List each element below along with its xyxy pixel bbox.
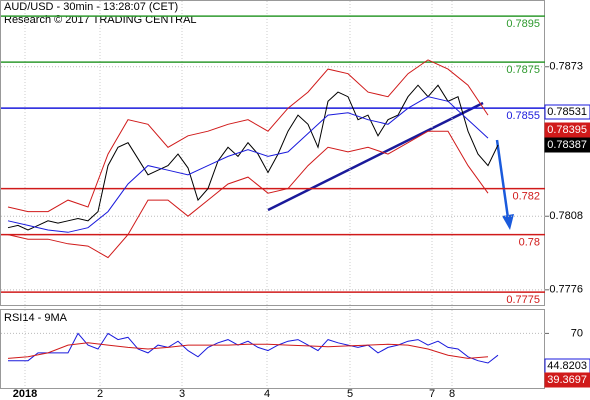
x-tick-label: 2018 xyxy=(13,388,37,400)
price-panel xyxy=(0,0,545,306)
price-marker-label: 0.78531 xyxy=(547,106,587,118)
level-label: 0.7855 xyxy=(506,110,540,122)
y-tick-label: 0.7776 xyxy=(549,284,583,296)
arrow-head xyxy=(502,214,514,230)
y-tick-label: 0.7873 xyxy=(549,61,583,73)
chart-title: AUD/USD - 30min - 13:28:07 (CET) xyxy=(4,1,178,13)
y-tick-label: 70 xyxy=(571,327,583,339)
x-tick-label: 3 xyxy=(179,388,185,400)
x-tick-label: 2 xyxy=(97,388,103,400)
indicator-line xyxy=(7,59,489,213)
price-marker-label: 44.8203 xyxy=(547,360,587,372)
price-marker xyxy=(544,122,590,138)
indicator-line xyxy=(7,342,489,359)
level-label: 0.782 xyxy=(512,191,540,203)
indicator-line xyxy=(7,130,489,259)
price-marker-label: 0.78395 xyxy=(547,124,587,136)
price-line xyxy=(7,84,499,231)
price-marker-label: 39.3697 xyxy=(547,374,587,386)
price-marker xyxy=(544,104,590,120)
x-tick-label: 4 xyxy=(264,388,270,400)
price-marker xyxy=(544,137,590,153)
rsi-title: RSI14 - 9MA xyxy=(4,312,68,324)
arrow-shaft xyxy=(495,139,510,219)
rsi-panel xyxy=(0,309,545,389)
price-marker-label: 0.78387 xyxy=(547,139,587,151)
y-tick-label: 0.7808 xyxy=(549,210,583,222)
level-label: 0.7775 xyxy=(506,294,540,306)
x-tick-label: 8 xyxy=(449,388,455,400)
price-marker xyxy=(544,372,590,388)
level-label: 0.7875 xyxy=(506,64,540,76)
x-tick-label: 7 xyxy=(429,388,435,400)
indicator-line xyxy=(7,96,489,233)
level-label: 0.7895 xyxy=(506,18,540,30)
trend-line xyxy=(267,101,484,212)
level-label: 0.78 xyxy=(519,237,540,249)
x-tick-label: 5 xyxy=(347,388,353,400)
